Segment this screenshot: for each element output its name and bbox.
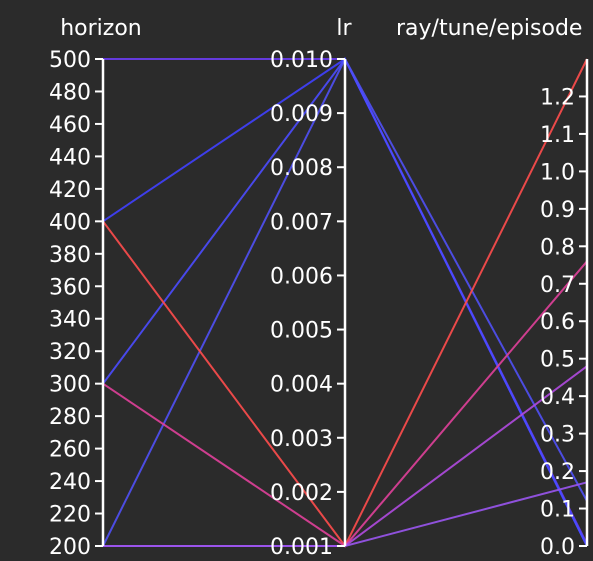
tick-label-episode_metric: 0.9 (540, 198, 575, 223)
tick-label-episode_metric: 0.2 (540, 460, 575, 485)
axis-episode_metric: ray/tune/episode 0.0 0.1 0.2 0.3 0.4 0.5 0.6 0.7… (396, 16, 589, 560)
tick-label-episode_metric: 0.4 (540, 385, 575, 410)
tick-label-episode_metric: 0.3 (540, 423, 575, 448)
tick-label-episode_metric: 0.0 (540, 535, 575, 560)
tick-label-horizon: 440 (49, 145, 91, 170)
tick-label-episode_metric: 1.1 (540, 123, 575, 148)
tick-label-episode_metric: 0.8 (540, 235, 575, 260)
tick-label-horizon: 240 (49, 470, 91, 495)
tick-label-horizon: 460 (49, 113, 91, 138)
tick-label-horizon: 420 (49, 178, 91, 203)
axes: horizon 200 220 240 260 280 300 320 340 360 380 400… (49, 16, 589, 560)
tick-label-lr: 0.008 (270, 156, 333, 181)
tick-label-lr: 0.001 (270, 535, 333, 560)
tick-label-lr: 0.005 (270, 319, 333, 344)
tick-label-lr: 0.003 (270, 427, 333, 452)
tick-label-horizon: 480 (49, 80, 91, 105)
tick-label-episode_metric: 0.1 (540, 498, 575, 523)
tick-label-horizon: 300 (49, 373, 91, 398)
tick-label-lr: 0.004 (270, 373, 333, 398)
tick-label-horizon: 200 (49, 535, 91, 560)
axis-title-episode_metric: ray/tune/episode (396, 16, 582, 41)
tick-label-horizon: 500 (49, 48, 91, 73)
tick-label-lr: 0.006 (270, 264, 333, 289)
tick-label-lr: 0.007 (270, 210, 333, 235)
axis-title-lr: lr (336, 16, 352, 41)
tick-label-episode_metric: 0.5 (540, 348, 575, 373)
tick-label-episode_metric: 1.0 (540, 160, 575, 185)
tick-label-horizon: 400 (49, 210, 91, 235)
tick-label-horizon: 360 (49, 275, 91, 300)
tick-label-horizon: 260 (49, 438, 91, 463)
tick-label-lr: 0.002 (270, 481, 333, 506)
tick-label-episode_metric: 1.2 (540, 85, 575, 110)
axis-lr: lr 0.001 0.002 0.003 0.004 0.005 0.006 0.007 0.0… (270, 16, 353, 560)
axis-title-horizon: horizon (60, 16, 142, 41)
tick-label-horizon: 380 (49, 243, 91, 268)
tick-label-horizon: 340 (49, 308, 91, 333)
tick-label-horizon: 320 (49, 340, 91, 365)
tick-label-episode_metric: 0.7 (540, 273, 575, 298)
tick-label-episode_metric: 0.6 (540, 310, 575, 335)
tick-label-lr: 0.009 (270, 102, 333, 127)
axis-horizon: horizon 200 220 240 260 280 300 320 340 360 380 400… (49, 16, 142, 560)
tick-label-lr: 0.010 (270, 48, 333, 73)
tick-label-horizon: 220 (49, 503, 91, 528)
tick-label-horizon: 280 (49, 405, 91, 430)
